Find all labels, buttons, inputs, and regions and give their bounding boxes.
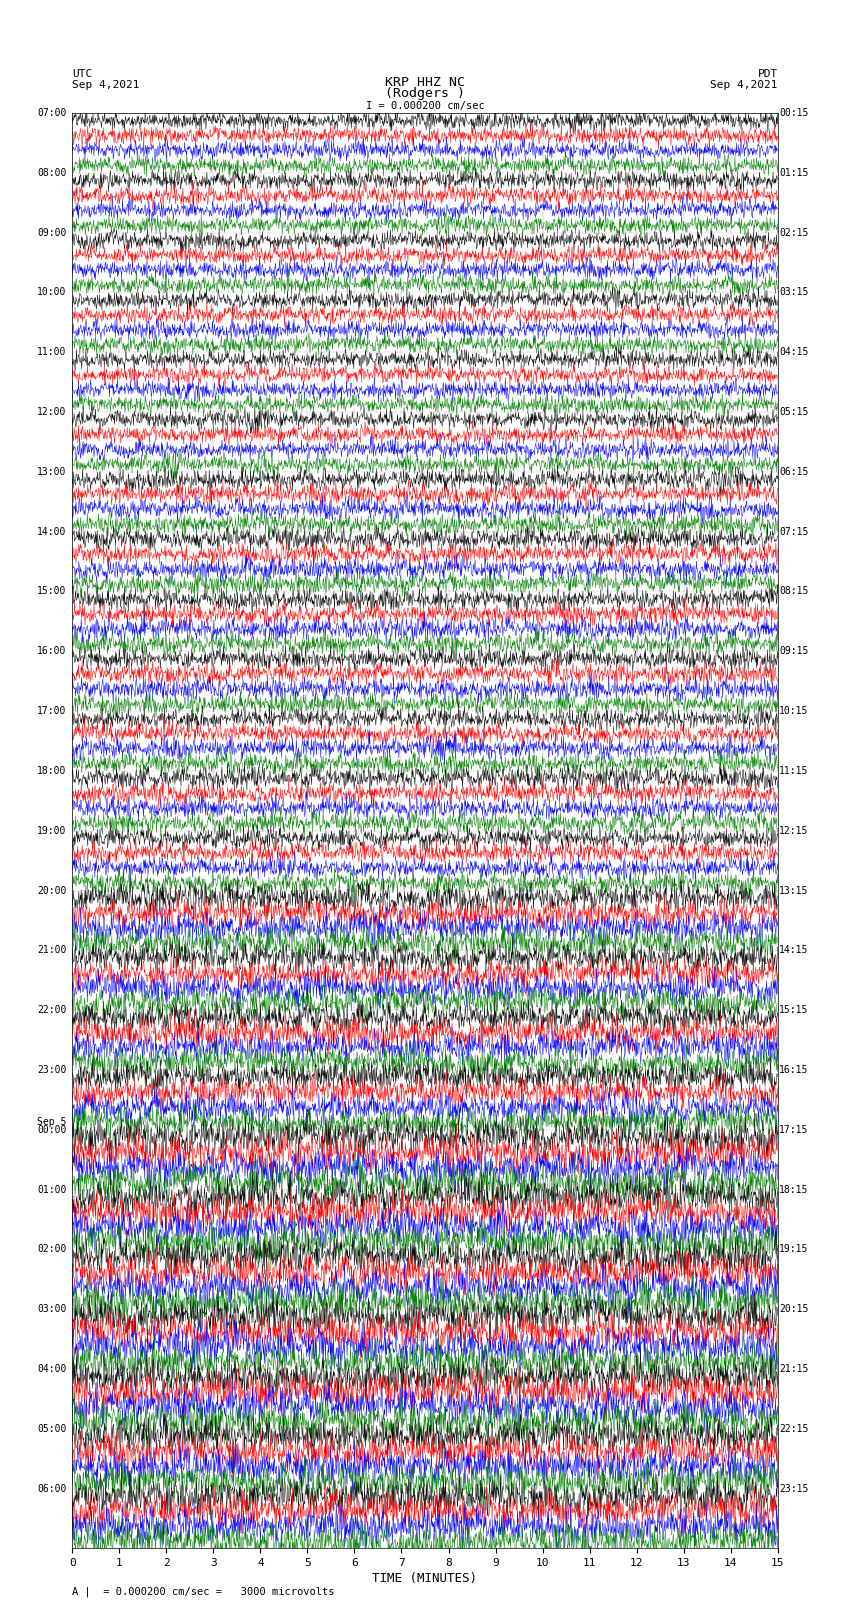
Text: 16:15: 16:15 — [779, 1065, 808, 1074]
Text: 04:15: 04:15 — [779, 347, 808, 356]
Text: 03:00: 03:00 — [37, 1305, 66, 1315]
Text: 02:15: 02:15 — [779, 227, 808, 237]
Text: 12:15: 12:15 — [779, 826, 808, 836]
Text: 23:00: 23:00 — [37, 1065, 66, 1074]
Text: 18:00: 18:00 — [37, 766, 66, 776]
Text: 12:00: 12:00 — [37, 406, 66, 418]
Text: 08:00: 08:00 — [37, 168, 66, 177]
Text: 20:00: 20:00 — [37, 886, 66, 895]
Text: A |  = 0.000200 cm/sec =   3000 microvolts: A | = 0.000200 cm/sec = 3000 microvolts — [72, 1586, 335, 1597]
Text: 13:15: 13:15 — [779, 886, 808, 895]
Text: 11:15: 11:15 — [779, 766, 808, 776]
Text: 01:15: 01:15 — [779, 168, 808, 177]
Text: 07:00: 07:00 — [37, 108, 66, 118]
Text: 06:00: 06:00 — [37, 1484, 66, 1494]
Text: 01:00: 01:00 — [37, 1184, 66, 1195]
Text: 23:15: 23:15 — [779, 1484, 808, 1494]
Text: 11:00: 11:00 — [37, 347, 66, 356]
Text: 20:15: 20:15 — [779, 1305, 808, 1315]
Text: PDT: PDT — [757, 69, 778, 79]
Text: 13:00: 13:00 — [37, 466, 66, 477]
Text: 17:15: 17:15 — [779, 1124, 808, 1136]
Text: 05:15: 05:15 — [779, 406, 808, 418]
Text: 00:15: 00:15 — [779, 108, 808, 118]
Text: 22:00: 22:00 — [37, 1005, 66, 1015]
Text: 14:00: 14:00 — [37, 526, 66, 537]
Text: Sep 4,2021: Sep 4,2021 — [711, 81, 778, 90]
Text: 09:15: 09:15 — [779, 647, 808, 656]
Text: 06:15: 06:15 — [779, 466, 808, 477]
Text: 08:15: 08:15 — [779, 587, 808, 597]
Text: 21:15: 21:15 — [779, 1365, 808, 1374]
Text: 03:15: 03:15 — [779, 287, 808, 297]
Text: 22:15: 22:15 — [779, 1424, 808, 1434]
Text: I = 0.000200 cm/sec: I = 0.000200 cm/sec — [366, 102, 484, 111]
Text: (Rodgers ): (Rodgers ) — [385, 87, 465, 100]
Text: 18:15: 18:15 — [779, 1184, 808, 1195]
Text: 00:00: 00:00 — [37, 1124, 66, 1136]
Text: Sep 5: Sep 5 — [37, 1118, 66, 1127]
X-axis label: TIME (MINUTES): TIME (MINUTES) — [372, 1573, 478, 1586]
Text: 21:00: 21:00 — [37, 945, 66, 955]
Text: 15:15: 15:15 — [779, 1005, 808, 1015]
Text: 16:00: 16:00 — [37, 647, 66, 656]
Text: KRP HHZ NC: KRP HHZ NC — [385, 76, 465, 89]
Text: 14:15: 14:15 — [779, 945, 808, 955]
Text: 02:00: 02:00 — [37, 1244, 66, 1255]
Text: 10:15: 10:15 — [779, 706, 808, 716]
Text: 15:00: 15:00 — [37, 587, 66, 597]
Text: 09:00: 09:00 — [37, 227, 66, 237]
Text: 19:00: 19:00 — [37, 826, 66, 836]
Text: 04:00: 04:00 — [37, 1365, 66, 1374]
Text: 19:15: 19:15 — [779, 1244, 808, 1255]
Text: 10:00: 10:00 — [37, 287, 66, 297]
Text: Sep 4,2021: Sep 4,2021 — [72, 81, 139, 90]
Text: 07:15: 07:15 — [779, 526, 808, 537]
Text: UTC: UTC — [72, 69, 93, 79]
Text: 05:00: 05:00 — [37, 1424, 66, 1434]
Text: 17:00: 17:00 — [37, 706, 66, 716]
